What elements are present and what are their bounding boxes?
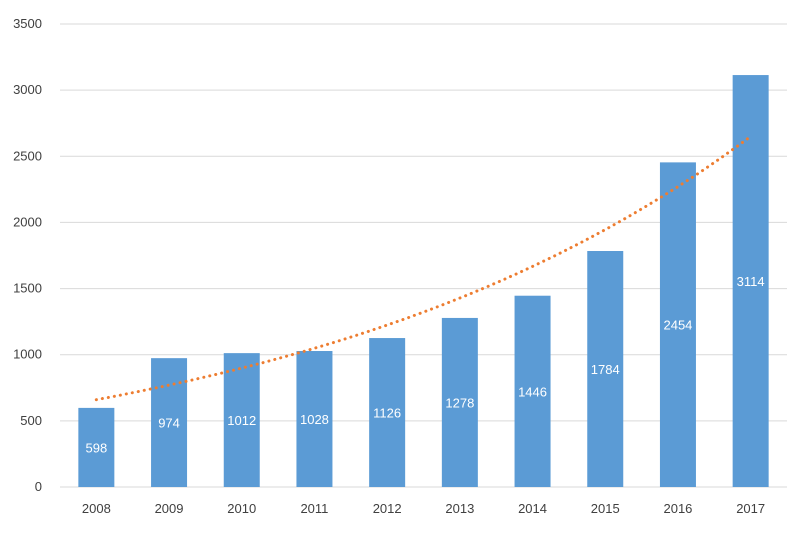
x-tick-label: 2012 — [373, 501, 402, 516]
data-label: 3114 — [737, 274, 765, 289]
data-label: 974 — [158, 416, 180, 431]
bar-2015 — [587, 251, 624, 487]
data-label: 1028 — [300, 412, 329, 427]
data-label: 1012 — [227, 413, 256, 428]
bars — [78, 75, 769, 487]
bar-2011 — [296, 351, 333, 487]
y-tick-label: 0 — [35, 479, 42, 494]
x-tick-label: 2014 — [518, 501, 547, 516]
y-axis: 0 500 1000 1500 2000 2500 3000 3500 — [13, 16, 42, 494]
data-label: 1126 — [373, 406, 401, 421]
bar-2014 — [514, 295, 551, 487]
data-label: 2454 — [663, 318, 692, 333]
x-tick-label: 2013 — [445, 501, 474, 516]
x-tick-label: 2010 — [227, 501, 256, 516]
data-label: 1446 — [518, 384, 547, 399]
data-label: 1278 — [445, 395, 474, 410]
x-tick-label: 2009 — [155, 501, 184, 516]
bar-2016 — [659, 162, 696, 487]
y-tick-label: 3500 — [13, 16, 42, 31]
bar-2012 — [369, 338, 406, 487]
bar-2008 — [78, 407, 115, 487]
x-tick-label: 2016 — [663, 501, 692, 516]
x-tick-label: 2015 — [591, 501, 620, 516]
data-label: 598 — [85, 440, 107, 455]
bar-2017 — [732, 75, 769, 487]
x-tick-label: 2008 — [82, 501, 111, 516]
x-axis: 2008 2009 2010 2011 2012 2013 2014 2015 2016 2017 — [82, 501, 765, 516]
bar-2009 — [151, 358, 188, 487]
trendline — [94, 134, 753, 402]
x-tick-label: 2017 — [736, 501, 765, 516]
x-tick-label: 2011 — [300, 501, 328, 516]
y-tick-label: 3000 — [13, 82, 42, 97]
y-tick-label: 1500 — [13, 281, 42, 296]
y-tick-label: 500 — [20, 413, 42, 428]
data-label: 1784 — [591, 362, 620, 377]
y-tick-label: 2500 — [13, 148, 42, 163]
y-tick-label: 1000 — [13, 347, 42, 362]
bar-2010 — [223, 353, 260, 487]
bar-2013 — [441, 317, 478, 487]
y-tick-label: 2000 — [13, 214, 42, 229]
data-labels: 598 974 1012 1028 1126 1278 1446 1784 2454 3114 — [85, 274, 764, 455]
